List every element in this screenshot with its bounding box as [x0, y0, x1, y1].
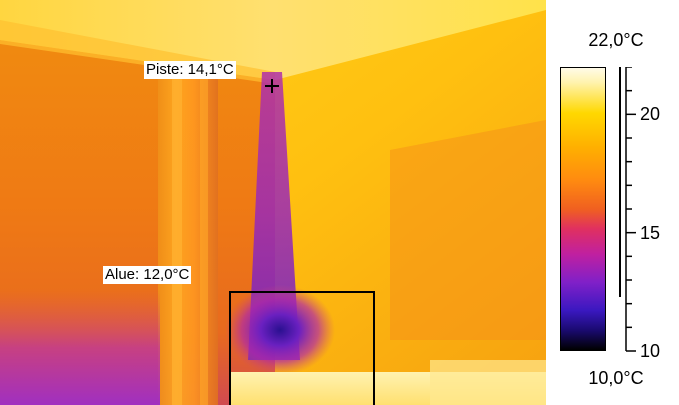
measurement-area-box: [229, 291, 375, 405]
temperature-colorbar: [560, 67, 606, 351]
scale-tick-label: 15: [640, 222, 661, 243]
spot-measurement-label: Piste: 14,1°C: [144, 61, 236, 79]
thermal-image: [0, 0, 546, 405]
scale-tick-label: 20: [640, 104, 661, 125]
scale-min-label: 10,0°C: [588, 368, 644, 388]
area-measurement-label: Alue: 12,0°C: [103, 266, 192, 284]
scale-max-label: 22,0°C: [588, 30, 644, 50]
scale-tick-label: 10: [640, 341, 661, 361]
scale-axis: [612, 66, 672, 357]
spot-crosshair: [265, 79, 279, 93]
